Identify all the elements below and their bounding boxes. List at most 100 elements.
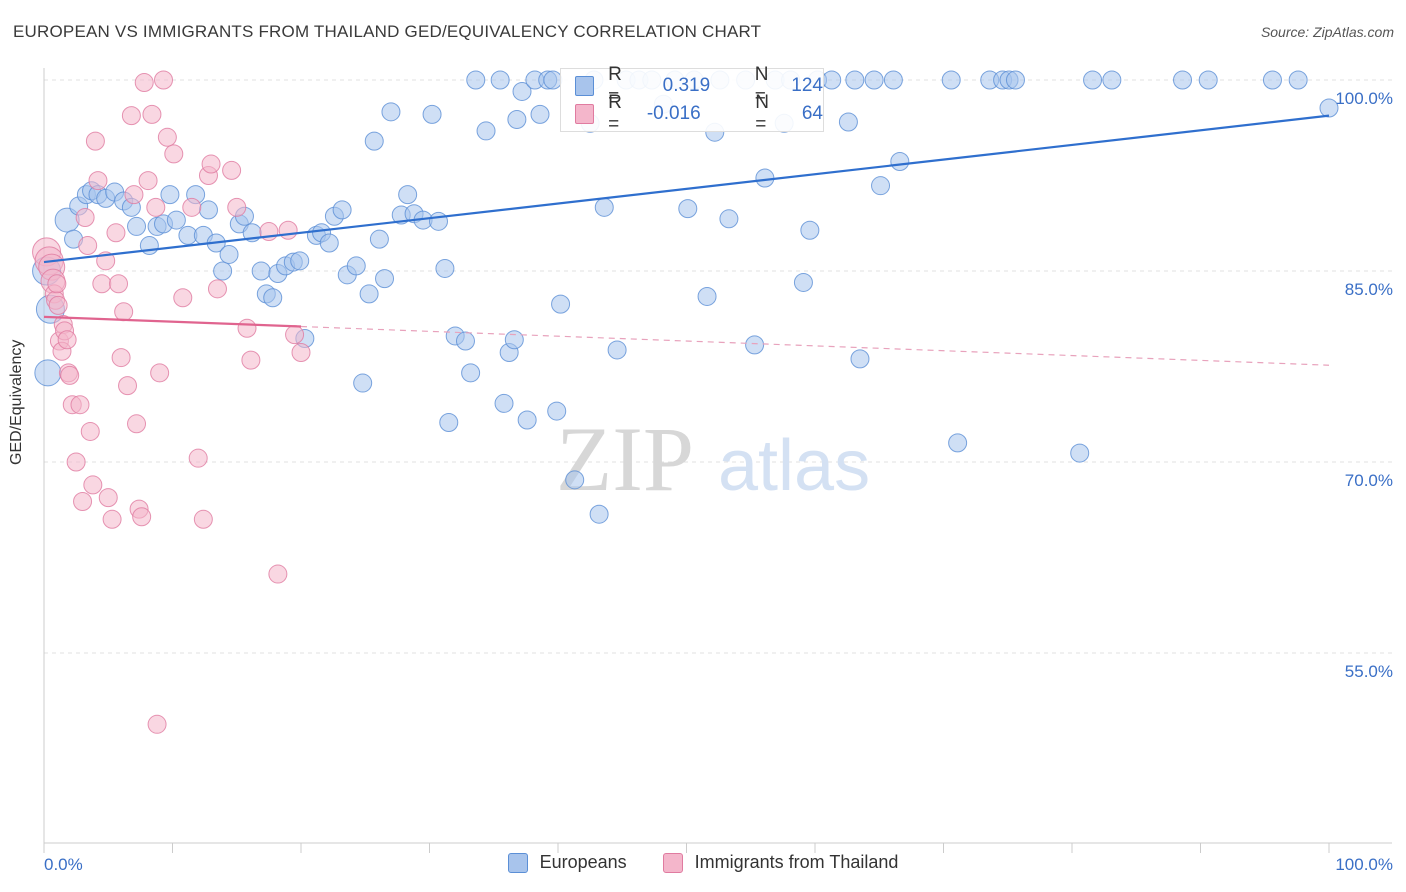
thailand-point <box>138 171 158 191</box>
x-tick-label: 100.0% <box>1335 855 1393 874</box>
europeans-swatch <box>575 76 595 96</box>
thailand-point <box>132 507 152 527</box>
europeans-point <box>800 220 820 240</box>
thailand-point <box>57 330 77 350</box>
thailand-point <box>173 288 193 308</box>
europeans-point <box>461 363 481 383</box>
thailand-point <box>227 197 247 217</box>
thailand-point <box>285 325 305 345</box>
stats-row-thailand: R = -0.016 N = 64 <box>575 92 823 135</box>
thailand-point <box>121 106 141 126</box>
europeans-point <box>838 112 858 132</box>
europeans-point <box>547 401 567 421</box>
europeans-point <box>551 294 571 314</box>
thailand-point <box>154 70 174 90</box>
thailand-point <box>201 154 221 174</box>
watermark: ZIP atlas <box>556 408 870 510</box>
thailand-points <box>32 70 311 734</box>
thailand-point <box>142 104 162 124</box>
thailand-point <box>85 131 105 151</box>
thailand-point <box>98 488 118 508</box>
europeans-point <box>594 197 614 217</box>
europeans-point <box>422 104 442 124</box>
n-label: N = <box>755 92 769 135</box>
trend-lines <box>43 114 1330 366</box>
europeans-point <box>530 104 550 124</box>
europeans-point <box>507 109 527 129</box>
europeans-point <box>755 168 775 188</box>
thailand-point <box>241 350 261 370</box>
thailand-trendline-solid <box>43 315 302 328</box>
thailand-point <box>124 185 144 205</box>
thailand-point <box>73 491 93 511</box>
europeans-point <box>439 413 459 433</box>
europeans-point <box>369 229 389 249</box>
europeans-point <box>941 70 961 90</box>
thailand-point <box>146 197 166 217</box>
europeans-point <box>1173 70 1193 90</box>
europeans-point <box>607 340 627 360</box>
thailand-point <box>222 160 242 180</box>
thailand-point <box>78 236 98 256</box>
thailand-point <box>70 395 90 415</box>
legend-label-thailand: Immigrants from Thailand <box>694 852 899 872</box>
source-label: Source: ZipAtlas.com <box>1260 24 1394 40</box>
europeans-point <box>466 70 486 90</box>
thailand-point <box>157 127 177 147</box>
europeans-point <box>745 335 765 355</box>
thailand-point <box>134 73 154 93</box>
thailand-point <box>111 348 131 368</box>
n-label: N = <box>754 64 769 107</box>
europeans-point <box>1288 70 1308 90</box>
stats-row-europeans: R = 0.319 N = 124 <box>575 64 823 107</box>
europeans-point <box>346 256 366 276</box>
europeans-trendline <box>43 114 1330 264</box>
x-tick-label: 0.0% <box>44 855 83 874</box>
thailand-point <box>109 274 129 294</box>
series-legend: Europeans Immigrants from Thailand <box>0 852 1406 873</box>
europeans-point <box>1262 70 1282 90</box>
europeans-point <box>381 102 401 122</box>
legend-label-europeans: Europeans <box>539 852 627 872</box>
europeans-point <box>375 269 395 289</box>
europeans-point <box>504 330 524 350</box>
europeans-point <box>565 470 585 490</box>
europeans-point <box>353 373 373 393</box>
europeans-point <box>490 70 510 90</box>
europeans-point <box>678 199 698 219</box>
europeans-point <box>398 185 418 205</box>
thailand-legend-swatch <box>662 852 683 873</box>
europeans-point <box>428 211 448 231</box>
thailand-point <box>66 452 86 472</box>
europeans-point <box>219 244 239 264</box>
thailand-point <box>83 475 103 495</box>
r-value: -0.016 <box>646 103 701 124</box>
thailand-point <box>106 223 126 243</box>
y-tick-label: 55.0% <box>1345 662 1393 681</box>
europeans-point <box>845 70 865 90</box>
thailand-point <box>47 274 67 294</box>
europeans-point <box>455 331 475 351</box>
europeans-point <box>793 272 813 292</box>
europeans-point <box>494 393 514 413</box>
thailand-point <box>147 714 167 734</box>
thailand-point <box>188 448 208 468</box>
n-value: 124 <box>791 75 823 96</box>
europeans-point <box>1198 70 1218 90</box>
europeans-point <box>127 216 147 236</box>
y-tick-label: 70.0% <box>1345 471 1393 490</box>
tick-labels: 100.0% 85.0% 70.0% 55.0% 0.0% 100.0% <box>44 89 1393 874</box>
thailand-point <box>92 274 112 294</box>
r-label: R = <box>608 92 622 135</box>
europeans-point <box>290 251 310 271</box>
thailand-point <box>268 564 288 584</box>
y-tick-label: 100.0% <box>1335 89 1393 108</box>
europeans-point <box>871 176 891 196</box>
thailand-point <box>102 509 122 529</box>
europeans-point <box>166 210 186 230</box>
thailand-point <box>60 365 80 385</box>
axes <box>43 68 1392 853</box>
thailand-point <box>150 363 170 383</box>
thailand-point <box>48 295 68 315</box>
